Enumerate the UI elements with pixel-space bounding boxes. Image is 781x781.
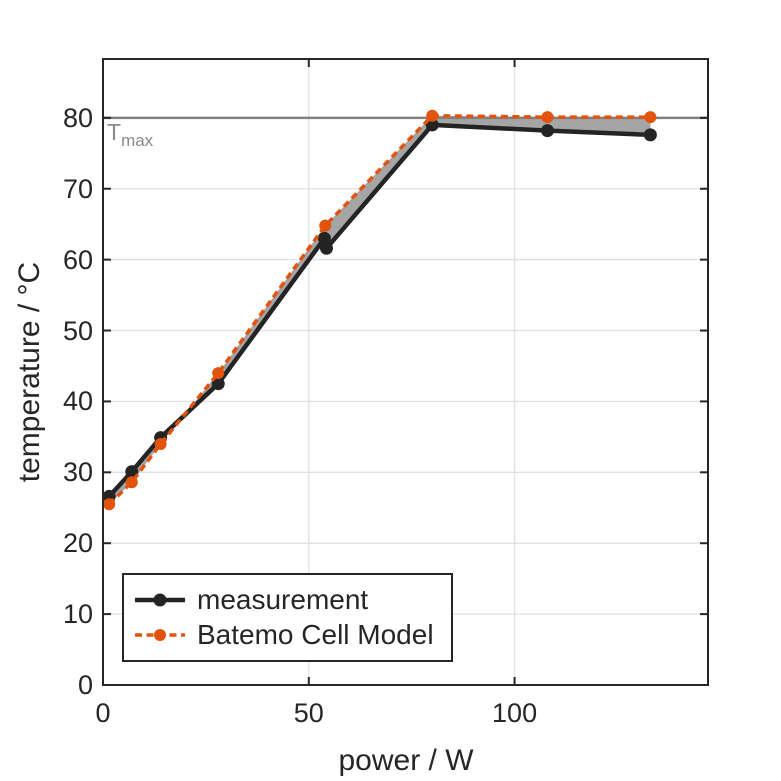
data-point-model [212,367,225,380]
data-point-measurement [319,241,333,255]
x-tick-label: 0 [95,698,111,728]
y-tick-label: 60 [62,244,93,275]
data-point-model [426,109,439,122]
model-measurement-band [109,115,651,505]
legend-item-measurement: measurement [134,583,441,615]
y-tick-label: 50 [62,315,93,346]
legend-swatch-model [135,629,185,642]
data-point-model [125,476,138,489]
legend-marker-sample [154,629,166,642]
x-tick-label: 100 [492,698,538,728]
data-point-measurement [540,124,554,138]
data-point-measurement [643,128,657,142]
x-axis-title: power / W [338,744,474,777]
legend-swatch-measurement [135,593,185,607]
legend-label-measurement: measurement [197,583,369,615]
data-point-measurement [211,377,225,391]
data-point-model [644,111,657,124]
y-tick-label: 80 [62,102,93,133]
chart-legend: measurement Batemo Cell Model [122,573,453,662]
axes-box [102,58,709,686]
y-tick-label: 0 [77,670,93,700]
tmax-annotation: Tmax [107,121,153,152]
y-tick-label: 10 [62,599,93,630]
y-tick-label: 40 [62,386,93,417]
legend-item-model: Batemo Cell Model [134,620,441,650]
legend-label-model: Batemo Cell Model [197,619,434,651]
data-point-model [541,111,554,124]
tmax-annotation-main: T [107,119,122,145]
legend-marker-sample [153,593,167,607]
y-tick-label: 30 [62,457,93,488]
data-point-measurement [125,465,139,479]
data-point-model [103,498,116,511]
data-point-measurement [317,231,331,245]
tmax-annotation-sub: max [121,131,154,150]
data-point-measurement [425,118,439,132]
y-tick-label: 20 [62,528,93,559]
data-point-model [154,437,167,450]
series-line-model [107,113,651,506]
data-point-model [319,219,332,232]
x-tick-label: 50 [293,698,324,728]
y-tick-label: 70 [62,173,93,204]
y-axis-title: temperature / °C [13,261,46,483]
